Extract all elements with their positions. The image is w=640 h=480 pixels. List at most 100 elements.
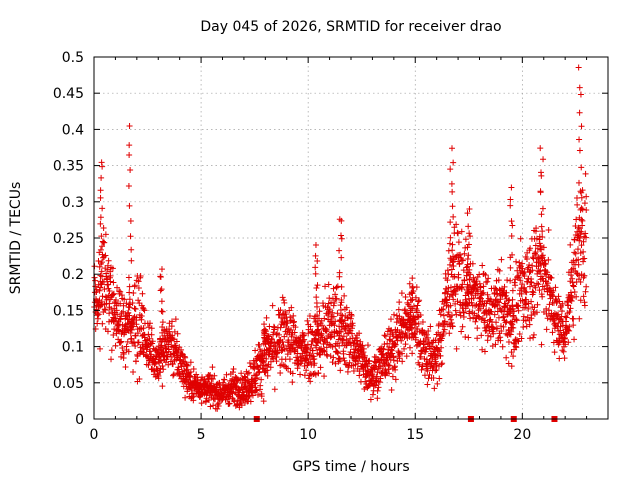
data-point: [112, 342, 119, 349]
data-point: [312, 241, 319, 248]
data-point: [330, 285, 337, 292]
data-point: [184, 362, 191, 369]
data-point: [261, 321, 268, 328]
data-point: [246, 360, 253, 367]
data-point: [159, 319, 166, 326]
data-point: [393, 319, 400, 326]
data-point: [165, 341, 172, 348]
data-point: [280, 362, 287, 369]
data-point: [431, 385, 438, 392]
data-point: [105, 257, 112, 264]
data-point: [578, 164, 585, 171]
data-point: [387, 316, 394, 323]
data-point: [337, 302, 344, 309]
data-point: [98, 259, 105, 266]
data-point: [128, 335, 135, 342]
data-point: [321, 315, 328, 322]
data-point: [300, 338, 307, 345]
data-point: [95, 311, 102, 318]
data-point: [238, 370, 245, 377]
data-point: [447, 219, 454, 226]
data-point: [449, 188, 456, 195]
data-point: [140, 325, 147, 332]
data-point: [402, 294, 409, 301]
data-point: [301, 336, 308, 343]
data-point: [169, 361, 176, 368]
data-point: [288, 333, 295, 340]
data-point: [331, 322, 338, 329]
data-point: [133, 321, 140, 328]
data-point: [409, 275, 416, 282]
data-point: [319, 322, 326, 329]
data-point: [292, 324, 299, 331]
chart-title: Day 045 of 2026, SRMTID for receiver dra…: [200, 19, 501, 35]
data-point: [276, 331, 283, 338]
data-point: [581, 200, 588, 207]
data-point: [102, 231, 109, 238]
data-point: [96, 263, 103, 270]
data-point: [489, 342, 496, 349]
data-point: [106, 310, 113, 317]
data-point: [323, 351, 330, 358]
data-point: [581, 255, 588, 262]
data-point: [507, 202, 514, 209]
data-point: [284, 319, 291, 326]
data-point: [285, 365, 292, 372]
data-point: [570, 283, 577, 290]
data-point: [279, 338, 286, 345]
data-point: [576, 109, 583, 116]
data-point: [91, 263, 98, 270]
data-point: [159, 362, 166, 369]
data-point: [576, 84, 583, 91]
data-point: [520, 324, 527, 331]
data-point: [459, 323, 466, 330]
data-point: [538, 211, 545, 218]
data-point: [309, 347, 316, 354]
data-point: [267, 364, 274, 371]
data-point: [220, 379, 227, 386]
data-point: [129, 300, 136, 307]
data-point: [126, 296, 133, 303]
data-point: [336, 269, 343, 276]
data-point: [479, 262, 486, 269]
data-point: [97, 284, 104, 291]
data-point: [321, 373, 328, 380]
data-point: [107, 272, 114, 279]
data-point: [290, 312, 297, 319]
data-point: [312, 252, 319, 259]
data-point: [322, 283, 329, 290]
data-point: [170, 371, 177, 378]
data-point: [448, 180, 455, 187]
data-point: [329, 343, 336, 350]
data-point: [539, 205, 546, 212]
data-point: [576, 315, 583, 322]
data-point: [126, 289, 133, 296]
data-point: [126, 283, 133, 290]
data-point: [139, 290, 146, 297]
data-point: [388, 387, 395, 394]
data-point: [315, 370, 322, 377]
data-point: [579, 217, 586, 224]
data-point: [548, 274, 555, 281]
data-point: [137, 272, 144, 279]
data-point: [574, 201, 581, 208]
data-point: [332, 318, 339, 325]
data-point: [157, 357, 164, 364]
data-point: [253, 387, 260, 394]
data-point: [215, 400, 222, 407]
data-point: [260, 359, 267, 366]
data-point: [146, 357, 153, 364]
data-point: [124, 338, 131, 345]
data-point: [210, 402, 217, 409]
data-point: [206, 397, 213, 404]
data-point: [226, 400, 233, 407]
data-point: [381, 332, 388, 339]
data-point: [447, 166, 454, 173]
data-point: [277, 307, 284, 314]
data-point: [121, 296, 128, 303]
data-point: [207, 372, 214, 379]
data-point: [337, 232, 344, 239]
data-point: [99, 238, 106, 245]
data-point: [174, 330, 181, 337]
data-point: [138, 313, 145, 320]
